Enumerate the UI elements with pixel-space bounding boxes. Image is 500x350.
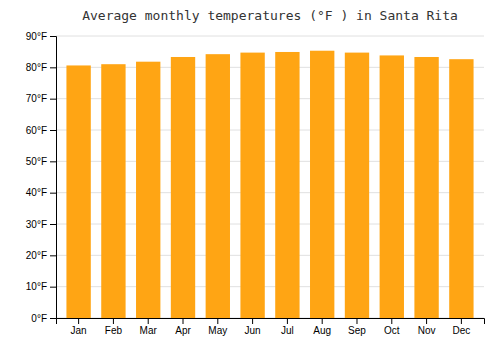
tick: Jul <box>281 318 294 336</box>
plot: 0°F 10°F 20°F 30°F 40°F 50°F 60°F 70°F 80°F 90°F J… <box>26 31 485 336</box>
axis-line <box>50 37 57 319</box>
tick-label: Aug <box>313 325 331 336</box>
tick-mark <box>356 318 357 324</box>
tick: 90°F <box>26 31 56 42</box>
tick: Nov <box>418 318 436 336</box>
tick: Mar <box>140 318 158 336</box>
tick: 20°F <box>26 250 56 261</box>
tick-mark <box>50 224 56 225</box>
tick-label: May <box>208 325 227 336</box>
tick-label: Jul <box>281 325 294 336</box>
title: Average monthly temperatures (°F ) in Sa… <box>82 8 458 23</box>
tick-mark <box>148 318 149 324</box>
tick-label: 20°F <box>26 250 47 261</box>
tick-label: Jun <box>245 325 261 336</box>
tick-mark <box>217 318 218 324</box>
tick-mark <box>50 287 56 288</box>
tick: 80°F <box>26 62 56 73</box>
bars <box>66 51 473 318</box>
tick-label: 50°F <box>26 156 47 167</box>
tick-mark <box>461 318 462 324</box>
tick-mark <box>113 318 114 324</box>
tick-label: Mar <box>140 325 158 336</box>
tick-mark <box>50 193 56 194</box>
tick: Sep <box>348 318 366 336</box>
grid-line <box>56 36 484 37</box>
tick-label: Oct <box>384 325 400 336</box>
tick: 10°F <box>26 281 56 292</box>
tick-mark <box>183 318 184 324</box>
tick: May <box>208 318 227 336</box>
tick-label: Dec <box>452 325 470 336</box>
bar <box>136 62 160 318</box>
tick-mark <box>50 255 56 256</box>
tick: 50°F <box>26 156 56 167</box>
tick-label: 40°F <box>26 187 47 198</box>
tick-label: 30°F <box>26 219 47 230</box>
axis-line <box>57 319 485 325</box>
bar <box>310 51 334 318</box>
tick-label: 80°F <box>26 62 47 73</box>
tick-label: 10°F <box>26 281 47 292</box>
tick-mark <box>252 318 253 324</box>
bar <box>414 57 438 318</box>
grid <box>56 36 484 318</box>
tick: Dec <box>452 318 470 336</box>
tick-label: 70°F <box>26 93 47 104</box>
tick-mark <box>50 318 56 319</box>
tick: Jan <box>71 318 87 336</box>
tick-mark <box>50 67 56 68</box>
tick: Feb <box>105 318 123 336</box>
tick-mark <box>287 318 288 324</box>
tick-label: 60°F <box>26 125 47 136</box>
x-axis: Jan Feb Mar Apr May Jun Jul Aug Sep Oct Nov Dec <box>57 318 485 336</box>
bar <box>206 54 230 318</box>
tick: 30°F <box>26 219 56 230</box>
bar <box>449 59 473 318</box>
tick: 70°F <box>26 93 56 104</box>
bar <box>101 64 125 318</box>
tick-mark <box>50 99 56 100</box>
tick-mark <box>50 36 56 37</box>
tick-label: Sep <box>348 325 366 336</box>
bar <box>380 55 404 318</box>
bar <box>345 53 369 318</box>
chart: 0°F 10°F 20°F 30°F 40°F 50°F 60°F 70°F 80°F 90°F J… <box>0 0 500 350</box>
tick-mark <box>426 318 427 324</box>
bar <box>275 52 299 318</box>
tick-mark <box>50 130 56 131</box>
bar <box>240 53 264 318</box>
tick: Apr <box>175 318 191 336</box>
tick: Aug <box>313 318 331 336</box>
tick: Oct <box>384 318 400 336</box>
tick-label: 0°F <box>31 313 47 324</box>
bar <box>66 65 90 318</box>
tick: 60°F <box>26 125 56 136</box>
bar <box>171 57 195 318</box>
tick-label: Apr <box>175 325 191 336</box>
tick-label: 90°F <box>26 31 47 42</box>
tick: 40°F <box>26 187 56 198</box>
tick: 0°F <box>31 313 56 324</box>
tick-mark <box>78 318 79 324</box>
tick-label: Nov <box>418 325 436 336</box>
tick-label: Feb <box>105 325 123 336</box>
y-axis: 0°F 10°F 20°F 30°F 40°F 50°F 60°F 70°F 80°F 90°F <box>26 31 57 324</box>
tick-mark <box>391 318 392 324</box>
tick-mark <box>50 161 56 162</box>
tick: Jun <box>245 318 261 336</box>
tick-mark <box>322 318 323 324</box>
tick-label: Jan <box>71 325 87 336</box>
